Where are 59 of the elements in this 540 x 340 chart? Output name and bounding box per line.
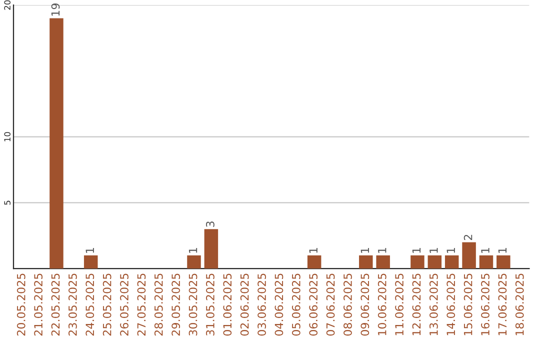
x-tick-label: 27.05.2025 <box>137 274 146 336</box>
x-tick-label: 07.06.2025 <box>326 274 335 336</box>
x-tick-label: 04.06.2025 <box>274 274 284 336</box>
x-tick-label: 12.06.2025 <box>412 274 421 336</box>
data-label: 1 <box>481 248 490 253</box>
bar <box>496 255 510 269</box>
bar <box>428 255 442 269</box>
x-tick-label: 21.05.2025 <box>34 274 43 336</box>
x-tick-label: 25.05.2025 <box>102 274 112 336</box>
bar <box>462 242 476 269</box>
bar <box>204 229 218 269</box>
data-label: 3 <box>206 222 214 227</box>
data-label: 1 <box>412 248 421 253</box>
bar <box>359 255 373 269</box>
data-label: 1 <box>309 248 318 253</box>
x-tick-label: 06.06.2025 <box>309 274 318 336</box>
x-tick-label: 22.05.2025 <box>51 274 60 336</box>
bar <box>307 255 322 269</box>
x-tick-label: 13.06.2025 <box>429 274 438 336</box>
data-label: 19 <box>51 4 60 16</box>
x-tick-label: 29.05.2025 <box>172 274 180 336</box>
bar <box>50 18 64 269</box>
x-tick-label: 14.06.2025 <box>446 274 456 336</box>
x-tick-label: 08.06.2025 <box>344 274 352 336</box>
data-label: 1 <box>446 248 455 253</box>
x-tick-label: 16.06.2025 <box>481 274 490 336</box>
x-tick-label: 01.06.2025 <box>223 274 232 336</box>
x-tick-label: 11.06.2025 <box>395 274 404 336</box>
data-label: 1 <box>188 248 198 253</box>
x-tick-label: 17.06.2025 <box>498 274 507 336</box>
bar <box>444 255 459 269</box>
x-tick-label: 24.05.2025 <box>86 274 94 336</box>
y-tick-label: 20 <box>4 0 10 10</box>
x-tick-label: 28.05.2025 <box>154 274 163 336</box>
data-label: 1 <box>498 248 506 253</box>
x-tick-label: 03.06.2025 <box>258 274 266 336</box>
x-tick-label: 05.06.2025 <box>292 274 300 336</box>
data-label: 2 <box>464 234 472 240</box>
bar <box>376 255 390 269</box>
data-label: 1 <box>430 248 438 253</box>
x-tick-label: 31.05.2025 <box>206 274 214 336</box>
x-tick-label: 30.05.2025 <box>188 274 198 336</box>
x-tick-label: 09.06.2025 <box>360 274 370 336</box>
bar <box>479 255 494 269</box>
x-tick-label: 20.05.2025 <box>16 274 26 336</box>
y-tick-label: 10 <box>4 132 10 142</box>
x-tick-label: 02.06.2025 <box>240 274 249 336</box>
x-tick-label: 23.05.2025 <box>68 274 77 336</box>
x-tick-label: 10.06.2025 <box>378 274 386 336</box>
data-label: 1 <box>86 248 94 253</box>
x-tick-label: 15.06.2025 <box>464 274 472 336</box>
x-tick-label: 18.06.2025 <box>515 274 524 336</box>
data-label: 1 <box>360 248 369 253</box>
data-label: 1 <box>378 248 386 253</box>
y-tick-label: 5 <box>4 200 10 205</box>
bar <box>410 255 424 269</box>
x-tick-label: 26.05.2025 <box>120 274 128 336</box>
bar <box>84 255 98 269</box>
bar <box>187 255 201 269</box>
